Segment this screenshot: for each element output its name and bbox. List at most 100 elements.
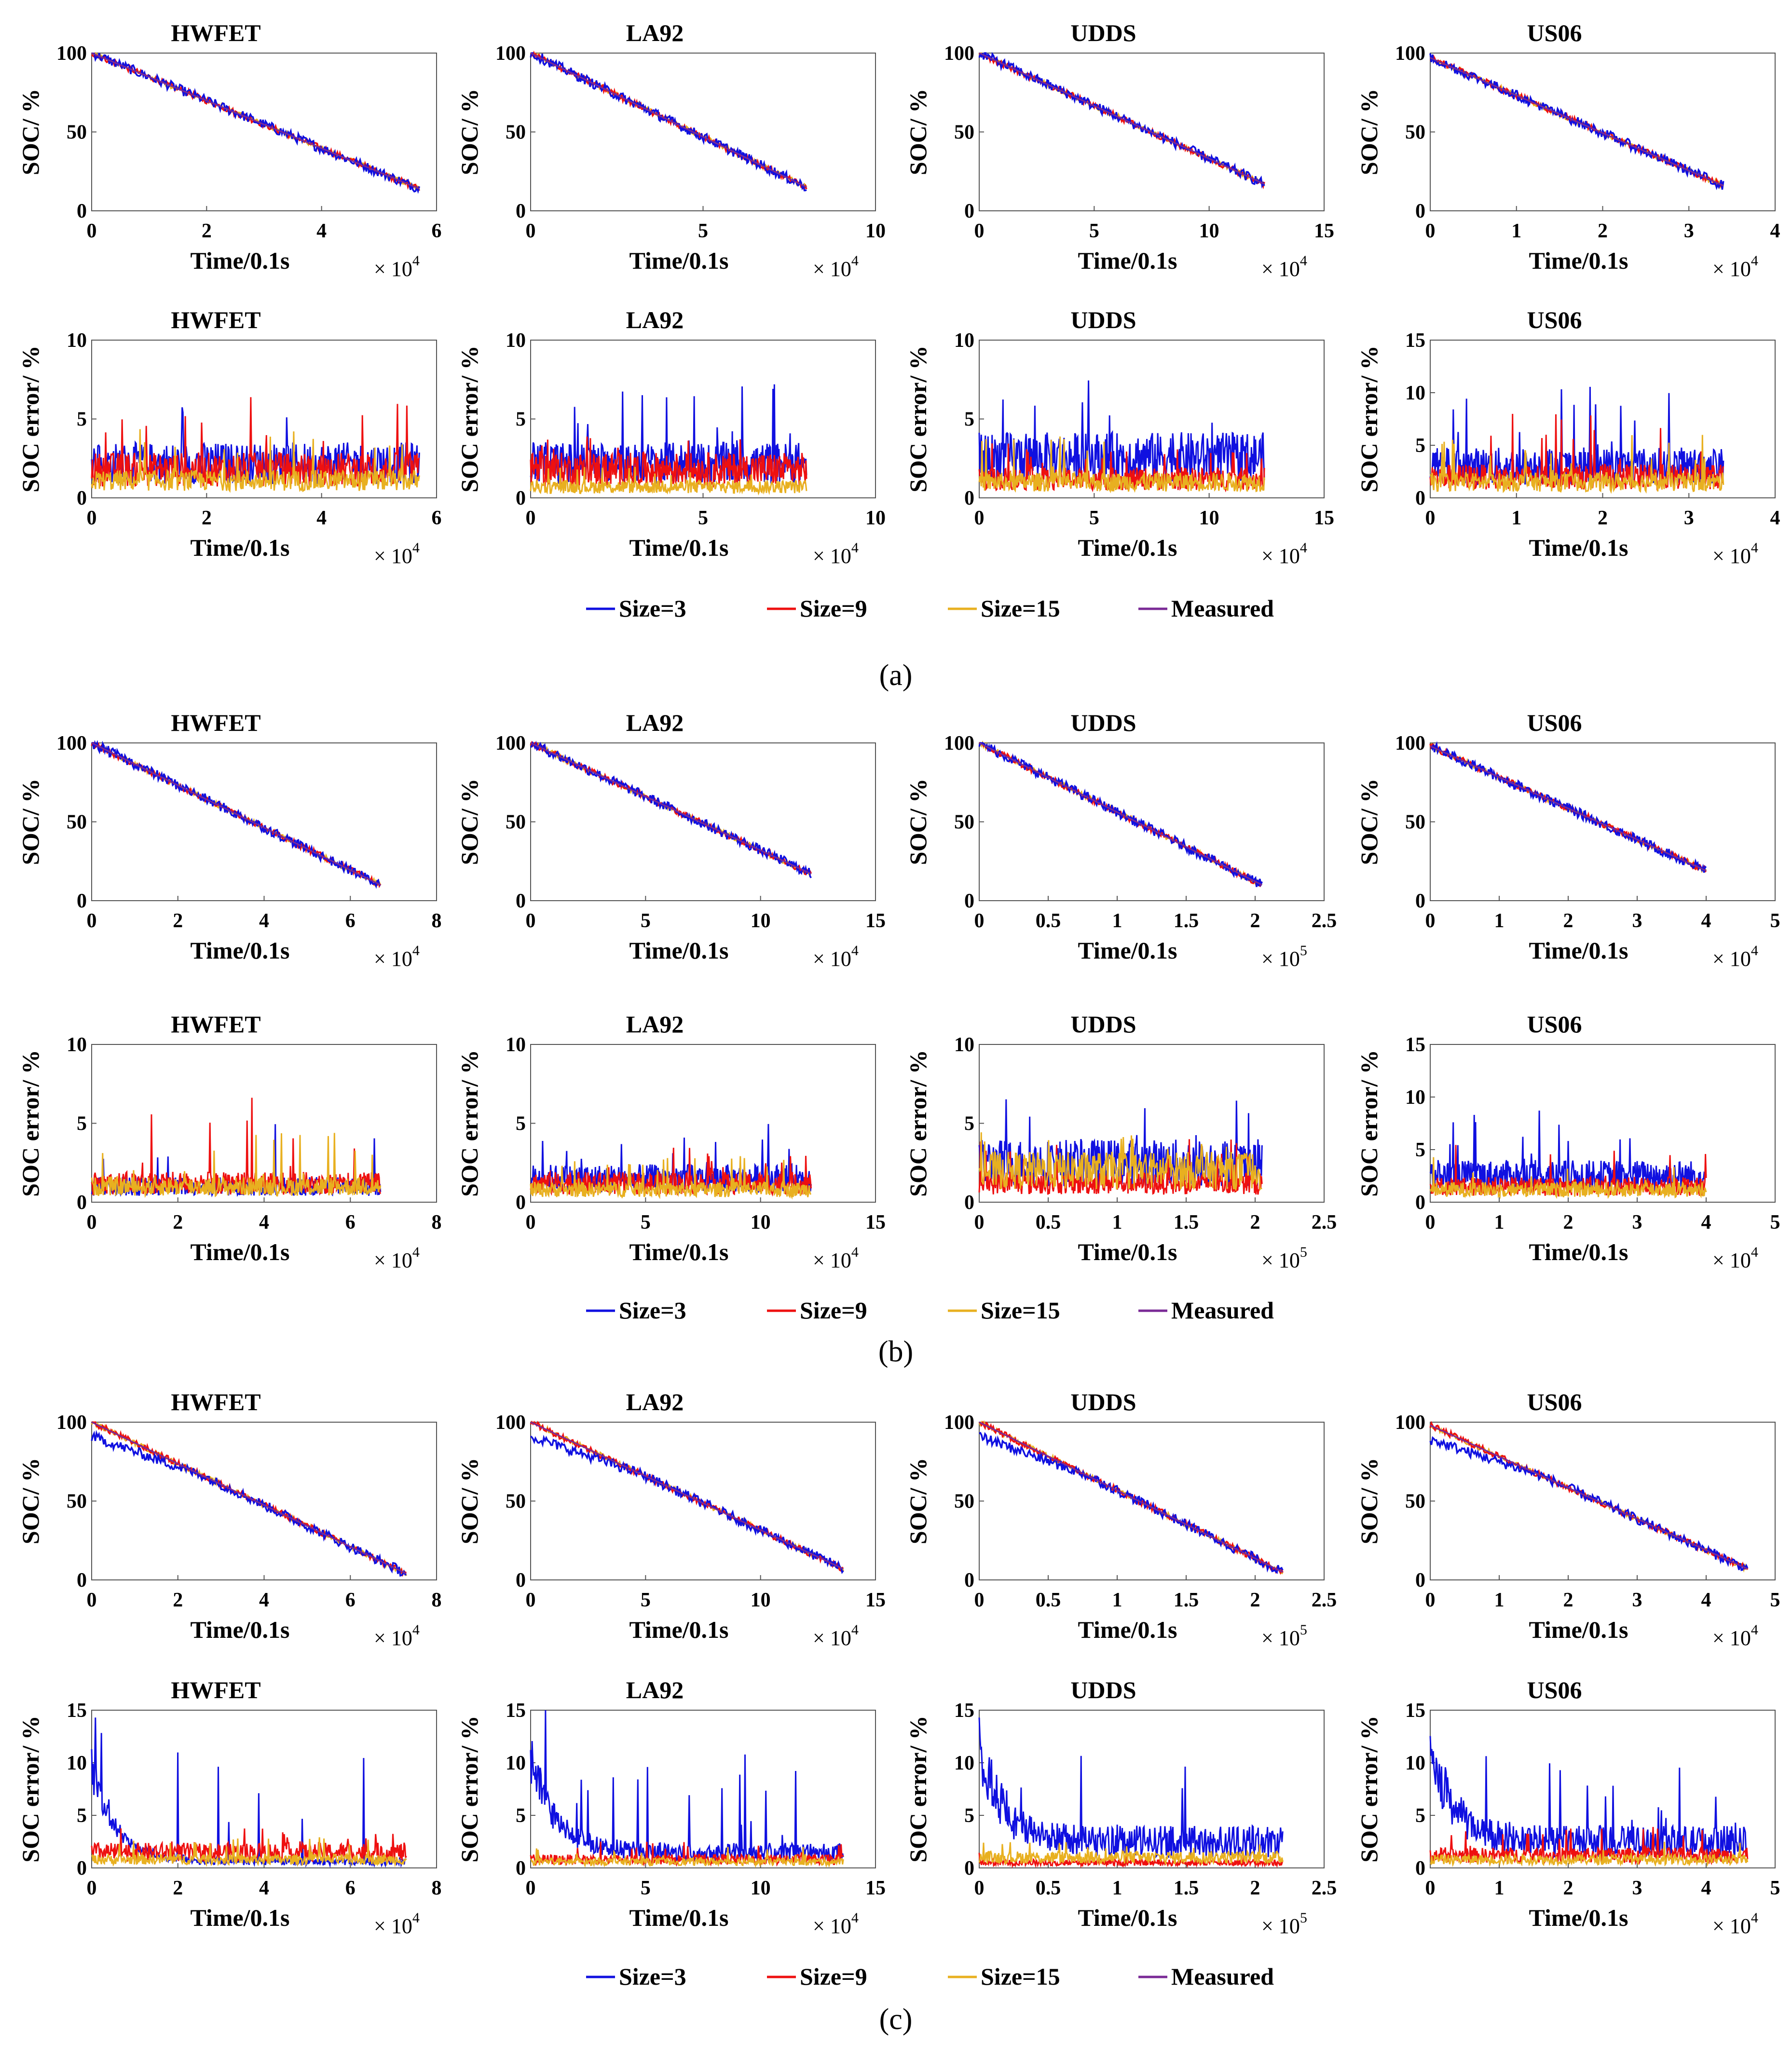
y-axis-label: SOC/ % — [1355, 1458, 1382, 1544]
x-tick-label: 4 — [1701, 910, 1711, 932]
x-tick-label: 0 — [87, 1211, 97, 1234]
x-tick-label: 2 — [1250, 1211, 1260, 1234]
y-tick-label: 100 — [495, 732, 526, 755]
y-axis-label: SOC/ % — [456, 779, 483, 865]
y-axis-label: SOC/ % — [17, 779, 44, 865]
y-tick-label: 0 — [77, 200, 87, 222]
x-tick-label: 0 — [526, 507, 536, 529]
x-tick-label: 3 — [1684, 220, 1694, 242]
x-tick-label: 0 — [1425, 1589, 1436, 1611]
y-tick-label: 10 — [1405, 1752, 1425, 1774]
subplot-title: US06 — [1527, 1676, 1582, 1703]
y-tick-label: 15 — [1405, 1700, 1425, 1722]
y-tick-label: 10 — [1405, 1086, 1425, 1109]
x-tick-label: 2 — [173, 1877, 183, 1899]
x-tick-label: 0.5 — [1036, 1877, 1061, 1899]
y-axis-label: SOC error/ % — [456, 1050, 483, 1197]
x-tick-label: 0 — [974, 220, 985, 242]
x-tick-label: 1.5 — [1174, 1877, 1199, 1899]
x-tick-label: 1 — [1112, 1877, 1122, 1899]
y-tick-label: 0 — [964, 1569, 974, 1592]
y-axis-label: SOC error/ % — [904, 1050, 931, 1197]
y-tick-label: 10 — [954, 329, 974, 352]
x-tick-label: 2 — [1250, 910, 1260, 932]
y-axis-label: SOC/ % — [17, 1458, 44, 1544]
soc-line-measured — [530, 742, 812, 875]
y-tick-label: 15 — [954, 1700, 974, 1722]
x-tick-label: 0 — [974, 1211, 985, 1234]
err-line-size-15 — [530, 466, 807, 496]
x-tick-label: 0 — [87, 1877, 97, 1899]
x-tick-label: 2 — [173, 910, 183, 932]
y-tick-label: 5 — [516, 409, 526, 431]
x-tick-label: 4 — [1701, 1877, 1711, 1899]
x-tick-label: 0 — [1425, 1877, 1436, 1899]
x-tick-label: 4 — [1701, 1211, 1711, 1234]
y-tick-label: 5 — [77, 409, 87, 431]
y-tick-label: 0 — [77, 890, 87, 912]
x-tick-label: 5 — [1770, 910, 1780, 932]
x-tick-label: 10 — [1199, 507, 1219, 529]
x-tick-label: 5 — [1089, 507, 1099, 529]
x-axis-exponent-power: 4 — [1751, 540, 1758, 556]
x-axis-exponent: × 105 — [1261, 1244, 1307, 1272]
err-line-size-15 — [978, 436, 1265, 494]
y-tick-label: 50 — [954, 811, 974, 834]
x-tick-label: 6 — [345, 1589, 356, 1611]
y-tick-label: 100 — [495, 42, 526, 65]
x-axis-label: Time/0.1s — [629, 534, 728, 561]
err-line-size-15 — [91, 429, 420, 493]
x-axis-exponent-power: 4 — [1751, 253, 1758, 269]
x-tick-label: 10 — [751, 1211, 771, 1234]
x-axis-exponent-power: 4 — [851, 1622, 859, 1638]
legend-label: Size=15 — [981, 1297, 1060, 1324]
x-tick-label: 10 — [751, 1877, 771, 1899]
soc-line-measured — [530, 1421, 844, 1570]
y-tick-label: 100 — [1395, 42, 1425, 65]
x-axis-label: Time/0.1s — [629, 937, 728, 964]
y-tick-label: 10 — [67, 1034, 87, 1056]
x-tick-label: 15 — [865, 910, 886, 932]
x-tick-label: 10 — [865, 220, 886, 242]
y-tick-label: 0 — [1415, 1192, 1425, 1214]
subplot-title: US06 — [1527, 1388, 1582, 1415]
x-axis-exponent: × 104 — [1712, 943, 1758, 971]
y-tick-label: 5 — [1415, 1139, 1425, 1161]
y-axis-label: SOC/ % — [17, 89, 44, 175]
subplot-title: UDDS — [1070, 1388, 1136, 1415]
x-axis-exponent: × 104 — [374, 1910, 420, 1938]
legend-label: Size=15 — [981, 1963, 1060, 1990]
x-tick-label: 0 — [974, 910, 985, 932]
x-axis-exponent: × 105 — [1261, 1622, 1307, 1650]
y-tick-label: 50 — [506, 811, 526, 834]
x-axis-exponent: × 104 — [813, 1244, 859, 1272]
y-tick-label: 10 — [506, 1034, 526, 1056]
y-tick-label: 0 — [1415, 1569, 1425, 1592]
legend-label: Size=9 — [800, 1297, 867, 1324]
y-tick-label: 0 — [77, 1857, 87, 1880]
x-tick-label: 1.5 — [1174, 910, 1199, 932]
x-axis-label: Time/0.1s — [629, 1616, 728, 1643]
y-tick-label: 15 — [506, 1700, 526, 1722]
x-tick-label: 8 — [432, 1211, 442, 1234]
x-axis-exponent-power: 4 — [851, 1910, 859, 1926]
err-line-size-15 — [91, 1133, 382, 1198]
x-axis-exponent-power: 4 — [412, 540, 420, 556]
soc-line-measured — [91, 742, 381, 886]
x-tick-label: 4 — [259, 1211, 269, 1234]
subplot-title: HWFET — [171, 1676, 260, 1703]
y-axis-label: SOC/ % — [1355, 89, 1382, 175]
x-axis-label: Time/0.1s — [190, 534, 289, 561]
x-tick-label: 5 — [698, 220, 708, 242]
x-tick-label: 10 — [751, 1589, 771, 1611]
legend-label: Size=15 — [981, 595, 1060, 622]
soc-line-size-3 — [91, 52, 420, 194]
x-axis-exponent: × 104 — [374, 540, 420, 568]
x-axis-exponent-power: 5 — [1300, 1910, 1307, 1926]
soc-line-measured — [1430, 57, 1724, 187]
x-axis-label: Time/0.1s — [1078, 1904, 1177, 1931]
y-tick-label: 100 — [944, 42, 974, 65]
x-tick-label: 4 — [316, 507, 327, 529]
